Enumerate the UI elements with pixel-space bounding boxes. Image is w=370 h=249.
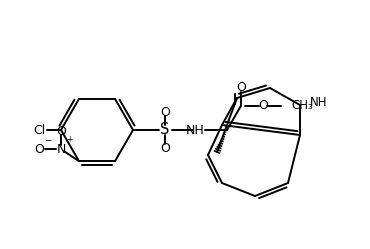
Text: +: + [66,135,73,144]
Text: NH: NH [186,124,204,136]
Text: −: − [44,135,51,144]
Text: S: S [160,123,170,137]
Text: Cl: Cl [33,124,45,136]
Text: O: O [258,99,268,112]
Text: O: O [34,143,44,156]
Text: N: N [56,143,66,156]
Text: O: O [160,106,170,119]
Text: O: O [56,125,66,138]
Text: O: O [160,141,170,154]
Text: O: O [236,81,246,94]
Text: CH₃: CH₃ [291,99,313,112]
Text: NH: NH [310,96,327,109]
